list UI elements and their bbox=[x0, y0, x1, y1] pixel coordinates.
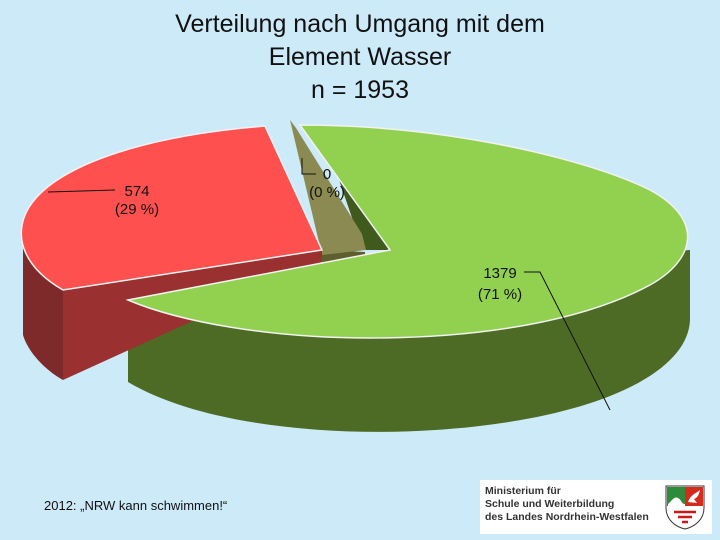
leader-line-0 bbox=[301, 158, 316, 175]
leader-line-1379 bbox=[524, 271, 611, 411]
logo-line-2: Schule und Weiterbildung bbox=[485, 498, 615, 510]
pie-slice-574 bbox=[20, 125, 324, 291]
pie-slice-0 bbox=[290, 120, 366, 255]
percent-label-1379: (71 %) bbox=[478, 286, 522, 303]
chart-title-line-3: n = 1953 bbox=[310, 76, 409, 104]
data-label-574: 574 bbox=[124, 183, 149, 200]
chart-title-line-2: Element Wasser bbox=[268, 43, 452, 71]
nrw-crest-icon bbox=[665, 485, 705, 530]
pie-slice-1379 bbox=[125, 124, 689, 339]
percent-label-574: (29 %) bbox=[115, 201, 159, 218]
logo-line-1: Ministerium für bbox=[485, 485, 561, 497]
leader-line-574 bbox=[47, 189, 116, 193]
data-label-1379: 1379 bbox=[483, 265, 516, 282]
pie-chart: 574 (29 %) 0 (0 %) 1379 (71 %) bbox=[20, 120, 690, 432]
pie-slice-574-side bbox=[23, 245, 63, 380]
chart-title-line-1: Verteilung nach Umgang mit dem bbox=[175, 10, 545, 38]
ministry-logo: Ministerium für Schule und Weiterbildung… bbox=[480, 480, 712, 534]
percent-label-0: (0 %) bbox=[309, 184, 345, 201]
chart-title: Verteilung nach Umgang mit dem Element W… bbox=[60, 8, 660, 107]
footer-caption: 2012: „NRW kann schwimmen!“ bbox=[44, 498, 228, 513]
logo-line-3: des Landes Nordrhein-Westfalen bbox=[485, 511, 649, 523]
data-label-0: 0 bbox=[323, 166, 331, 183]
